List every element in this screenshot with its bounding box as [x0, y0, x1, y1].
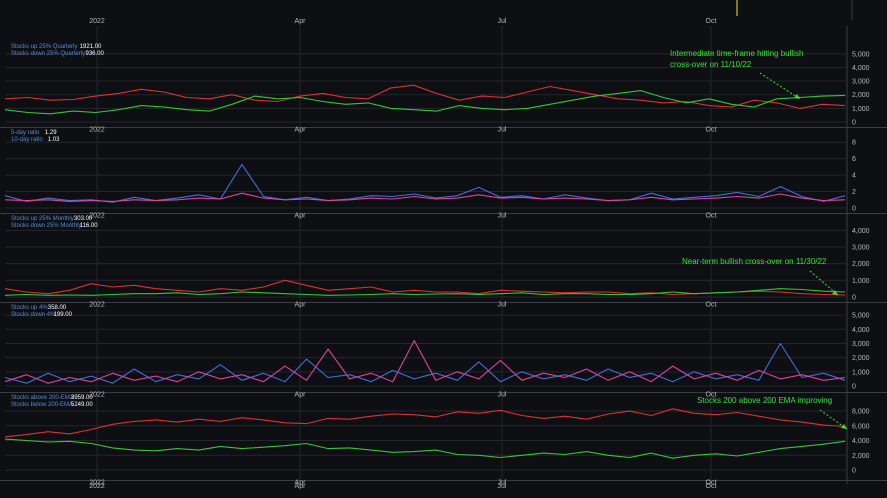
series-line-red [4, 408, 846, 438]
y-tick-label: 4,000 [852, 228, 870, 235]
annotation-text-4: Stocks 200 above 200 EMA improving [697, 396, 832, 405]
y-tick-label: 8,000 [852, 409, 870, 416]
legend-label: 5-day ratio [11, 130, 40, 136]
y-tick-label: 8 [852, 140, 856, 147]
y-tick-label: 4,000 [852, 65, 870, 72]
x-tick-label-2022: 2022 [89, 213, 105, 220]
legend-value: 1.03 [48, 137, 60, 143]
x-tick-label-2022: 2022 [89, 127, 105, 134]
legend-label: Stocks down 25% Monthly [11, 223, 81, 229]
x-tick-label-bottom-jul: Jul [498, 483, 507, 490]
legend-label: Stocks above 200-EMA [11, 395, 74, 401]
y-tick-label: 0 [852, 384, 856, 391]
y-tick-label: 4,000 [852, 327, 870, 334]
y-tick-label: 2 [852, 189, 856, 196]
x-tick-label-2022: 2022 [89, 392, 105, 399]
x-tick-label-oct: Oct [706, 480, 717, 487]
y-tick-label: 2,000 [852, 355, 870, 362]
legend-value: 5249.00 [71, 402, 93, 408]
x-tick-label-bottom-apr: Apr [295, 483, 307, 490]
y-tick-label: 2,000 [852, 453, 870, 460]
y-tick-label: 0 [852, 468, 856, 475]
legend-label: Stocks down 25% Quarterly [11, 51, 85, 57]
legend-value: 358.00 [48, 305, 67, 311]
y-tick-label: 1,000 [852, 369, 870, 376]
x-tick-label-jul: Jul [498, 392, 507, 399]
series-line-green [4, 438, 846, 459]
x-tick-label-top-oct: Oct [706, 18, 717, 25]
y-tick-label: 6 [852, 156, 856, 163]
annotation-arrowhead [794, 94, 800, 99]
series-line-red [4, 84, 846, 109]
legend-value: 1921.00 [80, 44, 102, 50]
annotation-arrow [819, 409, 848, 430]
y-tick-label: 3,000 [852, 245, 870, 252]
x-tick-label-bottom-2022: 2022 [89, 483, 105, 490]
annotation-arrowhead [832, 290, 838, 295]
y-tick-label: 6,000 [852, 423, 870, 430]
annotation-text-2: cross-over on 11/10/22 [670, 60, 752, 69]
x-tick-label-jul: Jul [498, 302, 507, 309]
y-tick-label: 0 [852, 206, 856, 213]
annotation-text-3: Near-term bullish cross-over on 11/30/22 [682, 257, 827, 266]
legend-label: Stocks up 4% [11, 305, 48, 311]
y-tick-label: 3,000 [852, 79, 870, 86]
x-tick-label-oct: Oct [706, 392, 717, 399]
series-line-green [4, 288, 846, 296]
series-line-magenta [4, 340, 846, 384]
x-tick-label-apr: Apr [295, 392, 307, 399]
y-tick-label: 0 [852, 120, 856, 127]
x-tick-label-oct: Oct [706, 302, 717, 309]
x-tick-label-apr: Apr [295, 127, 307, 134]
x-tick-label-oct: Oct [706, 213, 717, 220]
legend-label: Stocks up 25% Quarterly [11, 44, 77, 50]
x-tick-label-jul: Jul [498, 127, 507, 134]
y-tick-label: 2,000 [852, 92, 870, 99]
x-tick-label-top-jul: Jul [498, 18, 507, 25]
x-tick-label-apr: Apr [295, 213, 307, 220]
y-tick-label: 1,000 [852, 278, 870, 285]
y-tick-label: 0 [852, 295, 856, 302]
legend-value: 199.00 [54, 312, 73, 318]
x-tick-label-top-apr: Apr [295, 18, 307, 25]
x-tick-label-2022: 2022 [89, 480, 105, 487]
legend-value: 116.00 [80, 223, 99, 229]
legend-label: Stocks down 4% [11, 312, 56, 318]
legend-label: Stocks below 200-EMA [11, 402, 73, 408]
series-line-blue [4, 163, 846, 203]
y-tick-label: 5,000 [852, 313, 870, 320]
legend-value: 303.00 [74, 216, 93, 222]
x-tick-label-apr: Apr [295, 480, 307, 487]
legend-value: 936.00 [86, 51, 105, 57]
y-tick-label: 1,000 [852, 106, 870, 113]
legend-label: 10-day ratio [11, 137, 43, 143]
y-tick-label: 3,000 [852, 341, 870, 348]
annotation-text-1: Intermediate time-frame hitting bullish [670, 49, 803, 58]
y-tick-label: 5,000 [852, 51, 870, 58]
x-tick-label-apr: Apr [295, 302, 307, 309]
top-strip [0, 0, 887, 20]
x-tick-label-top-2022: 2022 [89, 18, 105, 25]
x-tick-label-bottom-oct: Oct [706, 483, 717, 490]
x-tick-label-2022: 2022 [89, 302, 105, 309]
annotation-arrowhead [841, 424, 847, 429]
legend-value: 1.29 [45, 130, 57, 136]
series-line-green [4, 90, 846, 115]
y-tick-label: 4 [852, 173, 856, 180]
series-line-magenta [4, 192, 846, 202]
x-tick-label-oct: Oct [706, 127, 717, 134]
legend-label: Stocks up 25% Monthly [11, 216, 74, 222]
x-tick-label-jul: Jul [498, 480, 507, 487]
y-tick-label: 4,000 [852, 438, 870, 445]
x-tick-label-jul: Jul [498, 213, 507, 220]
legend-value: 3959.00 [71, 395, 93, 401]
series-line-blue [4, 342, 846, 384]
y-tick-label: 2,000 [852, 261, 870, 268]
